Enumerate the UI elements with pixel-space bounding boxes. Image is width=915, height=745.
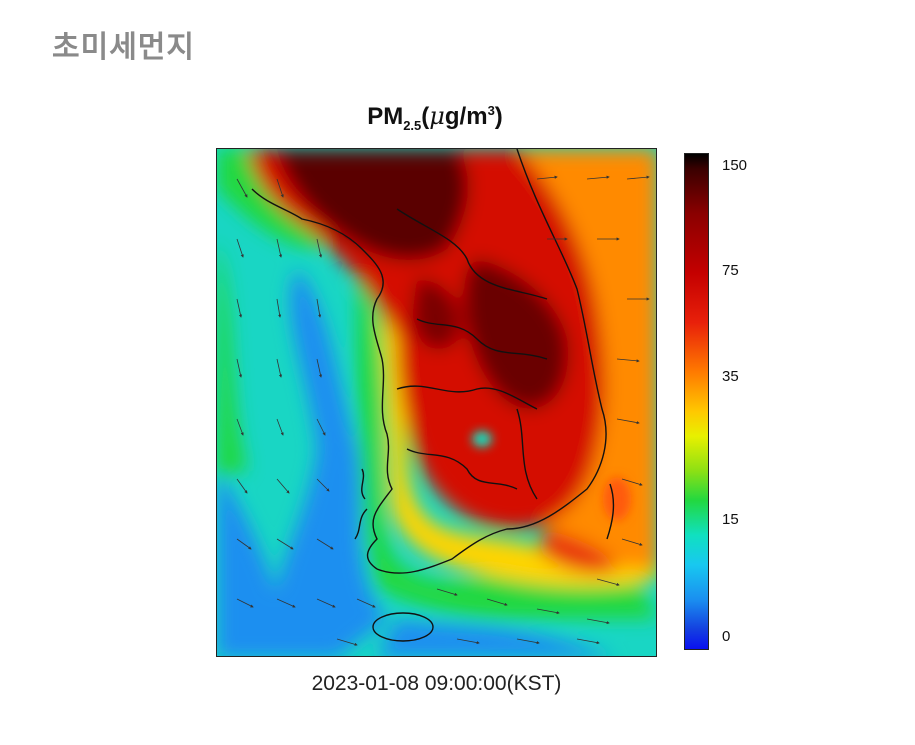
- pm25-map-svg: [217, 149, 656, 656]
- map-title-superscript: 3: [487, 103, 495, 118]
- map-title-close-paren: ): [494, 103, 503, 130]
- map-title-open-paren: (: [421, 103, 430, 130]
- map-title-main: PM: [367, 103, 404, 130]
- colorbar-tick-35: 35: [722, 368, 739, 385]
- coastline: [251, 149, 615, 642]
- colorbar-tick-150: 150: [722, 157, 748, 174]
- pm25-concentration-map: [216, 148, 657, 657]
- colorbar-tick-15: 15: [722, 511, 739, 528]
- colorbar-tick-0: 0: [722, 628, 731, 645]
- map-title-unit: g/m: [444, 103, 488, 130]
- concentration-field: [217, 149, 656, 656]
- map-title: PM2.5(μg/m3): [320, 102, 550, 133]
- map-timestamp: 2023-01-08 09:00:00(KST): [311, 672, 562, 695]
- map-title-subscript: 2.5: [403, 117, 422, 133]
- colorbar-tick-75: 75: [722, 262, 739, 279]
- wind-vectors: [236, 175, 650, 646]
- map-title-mu: μ: [429, 102, 445, 130]
- page-title: 초미세먼지: [52, 30, 195, 65]
- pm25-colorbar: [684, 153, 709, 650]
